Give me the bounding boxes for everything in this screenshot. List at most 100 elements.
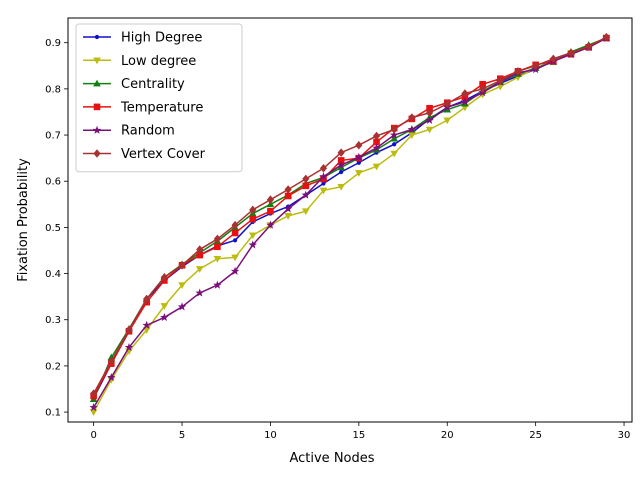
point-vertex-cover <box>390 125 398 134</box>
point-low-degree <box>301 208 310 216</box>
point-vertex-cover <box>249 205 257 215</box>
point-random <box>213 280 222 289</box>
y-tick-label: 0.1 <box>45 408 61 419</box>
legend-item-centrality: Centrality <box>83 77 185 92</box>
point-low-degree <box>408 132 416 139</box>
x-tick-label: 5 <box>179 430 185 441</box>
legend-marker-low-degree <box>93 57 101 65</box>
point-vertex-cover <box>90 389 98 398</box>
axes-layer: 0 5 10 15 20 25 30 0.1 0.2 0.3 0.4 0.5 0.6 0.7 0.8 0.9 <box>45 38 630 441</box>
y-tick-label: 0.6 <box>45 177 61 188</box>
point-random <box>107 372 116 382</box>
legend-item-low-degree: Low degree <box>83 54 196 69</box>
point-random <box>336 160 346 169</box>
point-random <box>266 220 275 229</box>
legend-item-vertex-cover: Vertex Cover <box>83 147 206 162</box>
point-low-degree <box>390 150 399 158</box>
point-high-degree <box>232 238 238 243</box>
point-vertex-cover <box>479 84 487 94</box>
point-random <box>230 266 240 275</box>
legend-label-temperature: Temperature <box>120 100 203 115</box>
point-low-degree <box>142 327 151 334</box>
point-random <box>407 125 417 134</box>
point-low-degree <box>284 213 292 220</box>
point-low-degree <box>355 170 363 177</box>
y-tick-label: 0.3 <box>45 315 61 326</box>
point-vertex-cover <box>107 357 115 366</box>
point-random <box>460 97 470 106</box>
point-temperature <box>231 229 239 237</box>
point-vertex-cover <box>213 234 221 244</box>
y-tick-label: 0.5 <box>45 223 61 234</box>
legend-box <box>75 23 243 173</box>
point-vertex-cover <box>408 113 416 122</box>
x-tick-label: 20 <box>441 430 454 441</box>
point-vertex-cover <box>372 131 381 141</box>
point-vertex-cover <box>125 325 133 335</box>
point-vertex-cover <box>355 140 363 150</box>
legend-item-high-degree: High Degree <box>83 31 202 46</box>
point-random <box>354 152 364 161</box>
point-random <box>177 302 187 311</box>
point-vertex-cover <box>585 42 593 51</box>
point-high-degree <box>321 181 326 186</box>
point-random <box>301 190 311 199</box>
legend-item-temperature: Temperature <box>83 100 203 115</box>
point-random <box>124 342 134 352</box>
y-axis-label: Fixation Probability <box>16 158 31 282</box>
point-low-degree <box>248 232 257 240</box>
point-random <box>425 115 434 124</box>
legend-marker-vertex-cover <box>93 149 101 158</box>
point-vertex-cover <box>196 245 204 254</box>
point-vertex-cover <box>178 260 186 270</box>
point-vertex-cover <box>231 220 239 230</box>
point-high-degree <box>339 169 344 175</box>
point-low-degree <box>443 117 452 125</box>
point-vertex-cover <box>461 89 469 98</box>
legend-label-low-degree: Low degree <box>121 54 196 69</box>
point-random <box>389 130 399 139</box>
point-high-degree <box>356 160 361 165</box>
point-low-degree <box>213 255 222 263</box>
point-vertex-cover <box>567 48 575 58</box>
point-vertex-cover <box>602 32 610 42</box>
point-vertex-cover <box>266 195 275 204</box>
point-vertex-cover <box>532 61 540 71</box>
legend-item-random: Random <box>83 124 175 139</box>
legend-marker-temperature <box>93 103 101 111</box>
x-tick-label: 0 <box>90 430 96 441</box>
series-vertex-cover <box>90 32 610 398</box>
point-vertex-cover <box>284 185 292 194</box>
point-vertex-cover <box>425 108 434 118</box>
point-random <box>89 402 98 412</box>
point-vertex-cover <box>143 294 151 304</box>
point-random <box>248 240 257 249</box>
point-temperature <box>249 215 257 223</box>
point-centrality <box>390 134 399 142</box>
y-tick-label: 0.8 <box>45 84 61 95</box>
point-vertex-cover <box>496 76 504 85</box>
point-random <box>372 143 381 152</box>
point-temperature <box>284 192 292 200</box>
point-low-degree <box>89 409 98 416</box>
y-tick-label: 0.2 <box>45 361 61 372</box>
point-vertex-cover <box>319 164 328 173</box>
point-temperature <box>214 243 221 251</box>
point-vertex-cover <box>549 54 557 64</box>
legend-label-high-degree: High Degree <box>121 31 202 46</box>
legend-label-vertex-cover: Vertex Cover <box>121 147 206 162</box>
series-line-vertex-cover <box>92 36 607 394</box>
point-vertex-cover <box>337 148 345 157</box>
point-random <box>319 172 328 181</box>
legend-label-centrality: Centrality <box>121 77 185 92</box>
point-high-degree <box>392 142 397 147</box>
x-tick-label: 30 <box>618 430 631 441</box>
x-tick-label: 25 <box>529 430 542 441</box>
point-low-degree <box>160 303 169 310</box>
point-random <box>160 312 169 322</box>
point-low-degree <box>178 282 186 290</box>
legend-marker-high-degree <box>94 34 100 40</box>
point-vertex-cover <box>160 272 168 282</box>
x-tick-label: 10 <box>264 430 277 441</box>
